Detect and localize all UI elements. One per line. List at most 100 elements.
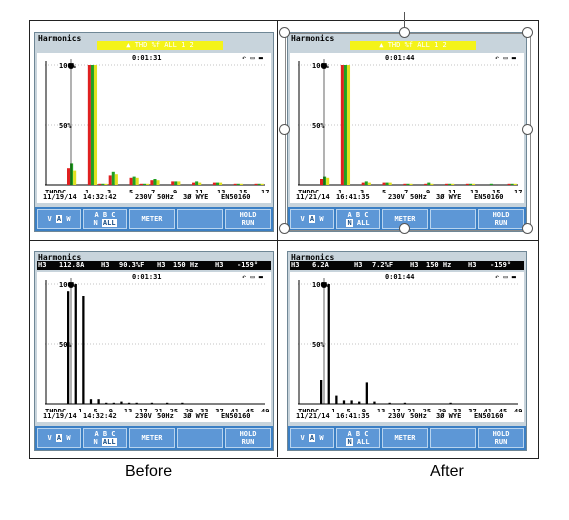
harmonic-bar	[403, 402, 407, 404]
status-config: 3Ø WYE	[436, 193, 462, 201]
vaw-key[interactable]: V A W	[290, 209, 334, 229]
blank-key[interactable]	[430, 428, 476, 448]
cursor-marker[interactable]	[321, 63, 327, 69]
meter-key[interactable]: METER	[382, 209, 428, 229]
resize-handle-top-right[interactable]	[522, 27, 533, 38]
harmonic-bar	[127, 402, 131, 404]
vaw-key[interactable]: V A W	[37, 428, 81, 448]
vertical-divider	[277, 20, 278, 457]
harmonic-bar	[254, 183, 258, 185]
resize-handle-bottom[interactable]	[399, 223, 410, 234]
cursor-marker[interactable]	[68, 63, 74, 69]
harmonic-bar	[260, 183, 264, 185]
harmonic-bar	[236, 183, 240, 185]
harmonic-bar	[93, 65, 98, 185]
phase-row: N ALL	[84, 438, 126, 446]
y-tick-label: 100%	[312, 281, 330, 289]
harmonic-bar	[342, 400, 346, 404]
hold-run-key[interactable]: HOLD RUN	[478, 209, 524, 229]
harmonic-bar	[90, 65, 94, 185]
phase-row: N ALL	[84, 219, 126, 227]
cursor-marker[interactable]	[321, 282, 327, 288]
run-label: RUN	[494, 438, 508, 446]
harmonic-bar	[181, 402, 184, 404]
blank-key[interactable]	[177, 428, 223, 448]
measurement-bar: ▲ THD %f ALL 1 2	[97, 41, 223, 50]
hold-run-key[interactable]: HOLD RUN	[478, 428, 524, 448]
hold-run-key[interactable]: HOLD RUN	[225, 428, 271, 448]
readout-pct: 7.2%F	[372, 261, 394, 269]
harmonics-plot: 0:01:31↶ ▭ ▬100%50%THDDC1357911131517	[37, 53, 271, 200]
harmonic-bar	[489, 183, 493, 185]
resize-handle-right[interactable]	[522, 124, 533, 135]
status-clock: 16:41:35	[336, 193, 370, 201]
harmonic-bar	[87, 65, 91, 185]
blank-key[interactable]	[430, 209, 476, 229]
rotate-handle-stem	[404, 12, 405, 34]
phase-all: ALL	[356, 219, 370, 227]
status-clock: 14:32:42	[83, 412, 117, 420]
harmonic-bar	[367, 182, 371, 185]
phase-row: N ALL	[337, 219, 379, 227]
resize-handle-bottom-right[interactable]	[522, 223, 533, 234]
phase-n: N	[93, 219, 98, 227]
readout-bar: H3 6.2A H3 7.2%F H3 150 Hz H3 -159°	[290, 261, 524, 270]
status-standard: EN50160	[221, 193, 251, 201]
harmonic-bar	[465, 183, 469, 185]
harmonics-screen-after-spectrum: Harmonics H3 6.2A H3 7.2%F H3 150 Hz H3 -159° 0:0…	[287, 251, 527, 451]
blank-key[interactable]	[177, 209, 223, 229]
y-tick-label: 50%	[312, 122, 325, 130]
elapsed-time: 0:01:31	[132, 273, 162, 281]
harmonic-bar	[146, 183, 150, 185]
harmonic-bar	[239, 183, 243, 185]
readout-f3: H3	[468, 261, 477, 269]
phase-abc: A B C	[347, 211, 369, 219]
status-line: 11/21/14 16:41:35 230V 50Hz 3Ø WYE EN50160	[290, 412, 524, 422]
status-icons: ↶ ▭ ▬	[494, 273, 516, 281]
meter-key[interactable]: METER	[382, 428, 428, 448]
status-standard: EN50160	[474, 193, 504, 201]
selection-box[interactable]	[285, 33, 531, 231]
harmonic-bar	[388, 182, 392, 185]
harmonic-bar	[257, 183, 261, 185]
resize-handle-top[interactable]	[399, 27, 410, 38]
hold-label: HOLD	[239, 211, 257, 219]
resize-handle-bottom-left[interactable]	[279, 223, 290, 234]
resize-handle-left[interactable]	[279, 124, 290, 135]
harmonic-bar	[70, 163, 74, 185]
status-date: 11/21/14	[296, 412, 330, 420]
key-a: A	[308, 434, 316, 442]
harmonic-bar	[177, 181, 181, 185]
phase-abc: A B C	[94, 211, 116, 219]
vaw-key[interactable]: V A W	[290, 428, 334, 448]
meter-key[interactable]: METER	[129, 428, 175, 448]
status-mains: 230V	[135, 412, 152, 420]
harmonic-bar	[448, 183, 452, 185]
harmonic-bar	[111, 171, 115, 185]
status-line: 11/19/14 14:32:42 230V 50Hz 3Ø WYE EN50160	[37, 412, 271, 422]
harmonic-bar	[507, 183, 511, 185]
harmonics-screen-before-spectrum: Harmonics H3 112.8A H3 90.3%F H3 150 Hz H3 -159°…	[34, 251, 274, 451]
status-config: 3Ø WYE	[183, 193, 209, 201]
meter-key[interactable]: METER	[129, 209, 175, 229]
phase-n: N	[93, 438, 98, 446]
run-label: RUN	[241, 219, 255, 227]
hold-run-key[interactable]: HOLD RUN	[225, 209, 271, 229]
harmonic-bar	[409, 183, 413, 185]
screen-title: Harmonics	[38, 253, 82, 262]
y-tick-label: 50%	[312, 341, 325, 349]
key-a: A	[55, 434, 63, 442]
harmonic-bar	[320, 179, 324, 185]
bar-chart-svg: 100%50%THDDC1357911131517	[45, 59, 269, 197]
resize-handle-top-left[interactable]	[279, 27, 290, 38]
cursor-marker[interactable]	[68, 282, 74, 288]
key-w: W	[319, 434, 324, 442]
harmonic-bar	[132, 176, 136, 185]
vaw-key[interactable]: V A W	[37, 209, 81, 229]
